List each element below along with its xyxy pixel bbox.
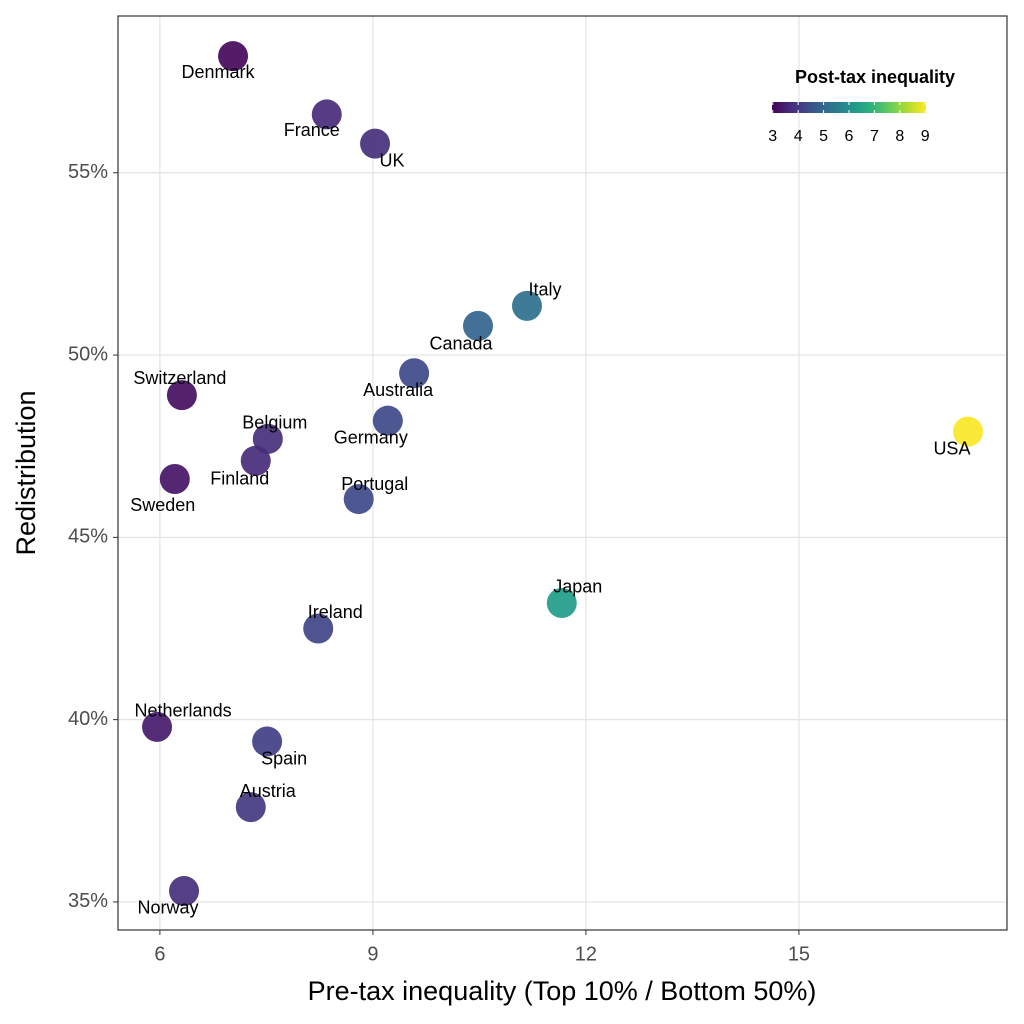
- point: [303, 613, 334, 644]
- point: [399, 358, 430, 389]
- point-label: Spain: [261, 748, 307, 768]
- point-label: Netherlands: [135, 701, 232, 721]
- point: [169, 875, 200, 906]
- colorbar-tick-label: 9: [921, 128, 930, 145]
- point: [546, 587, 577, 618]
- point-label: France: [284, 120, 340, 140]
- point-label: UK: [380, 150, 405, 170]
- point: [343, 484, 374, 515]
- point: [235, 792, 266, 823]
- point-label: Italy: [528, 280, 561, 300]
- point-label: Germany: [334, 427, 408, 447]
- point: [952, 416, 983, 447]
- colorbar-tick-label: 7: [870, 128, 879, 145]
- point: [311, 99, 342, 130]
- x-axis-title: Pre-tax inequality (Top 10% / Bottom 50%…: [308, 976, 817, 1006]
- colorbar: [772, 102, 926, 113]
- y-tick-label: 55%: [68, 161, 108, 183]
- point-label: USA: [933, 438, 970, 458]
- point: [372, 405, 403, 436]
- y-tick-label: 45%: [68, 526, 108, 548]
- y-axis-title: Redistribution: [11, 390, 41, 555]
- point-label: Ireland: [308, 602, 363, 622]
- y-tick-label: 40%: [68, 708, 108, 730]
- plot-border: [117, 15, 1008, 931]
- point: [159, 464, 190, 495]
- point: [166, 380, 197, 411]
- point: [463, 310, 494, 341]
- point-label: Finland: [210, 469, 269, 489]
- point-label: Sweden: [130, 495, 195, 515]
- legend-title: Post-tax inequality: [795, 67, 955, 87]
- point-label: Switzerland: [133, 368, 226, 388]
- x-tick-label: 12: [575, 943, 597, 965]
- points: [142, 41, 983, 906]
- grid: [118, 16, 1007, 930]
- colorbar-tick-label: 3: [768, 128, 777, 145]
- point: [252, 423, 283, 454]
- point-label: Japan: [553, 577, 602, 597]
- point-label: Canada: [429, 334, 493, 354]
- point-label: Australia: [363, 380, 434, 400]
- y-tick-label: 35%: [68, 890, 108, 912]
- point: [142, 711, 173, 742]
- point: [240, 445, 271, 476]
- point-label: Belgium: [242, 413, 307, 433]
- point: [360, 128, 391, 159]
- plot-background: [118, 16, 1007, 930]
- x-tick-label: 9: [367, 943, 378, 965]
- point: [218, 41, 249, 72]
- point-label: Norway: [138, 898, 199, 918]
- x-tick-label: 15: [788, 943, 810, 965]
- colorbar-tick-label: 4: [794, 128, 803, 145]
- y-tick-label: 50%: [68, 343, 108, 365]
- point-label: Portugal: [341, 474, 408, 494]
- colorbar-tick-label: 6: [845, 128, 854, 145]
- point-label: Denmark: [182, 62, 256, 82]
- x-tick-label: 6: [154, 943, 165, 965]
- point-label: Austria: [240, 781, 297, 801]
- colorbar-tick-label: 5: [819, 128, 828, 145]
- colorbar-tick-label: 8: [895, 128, 904, 145]
- point: [252, 726, 283, 757]
- point: [511, 290, 542, 321]
